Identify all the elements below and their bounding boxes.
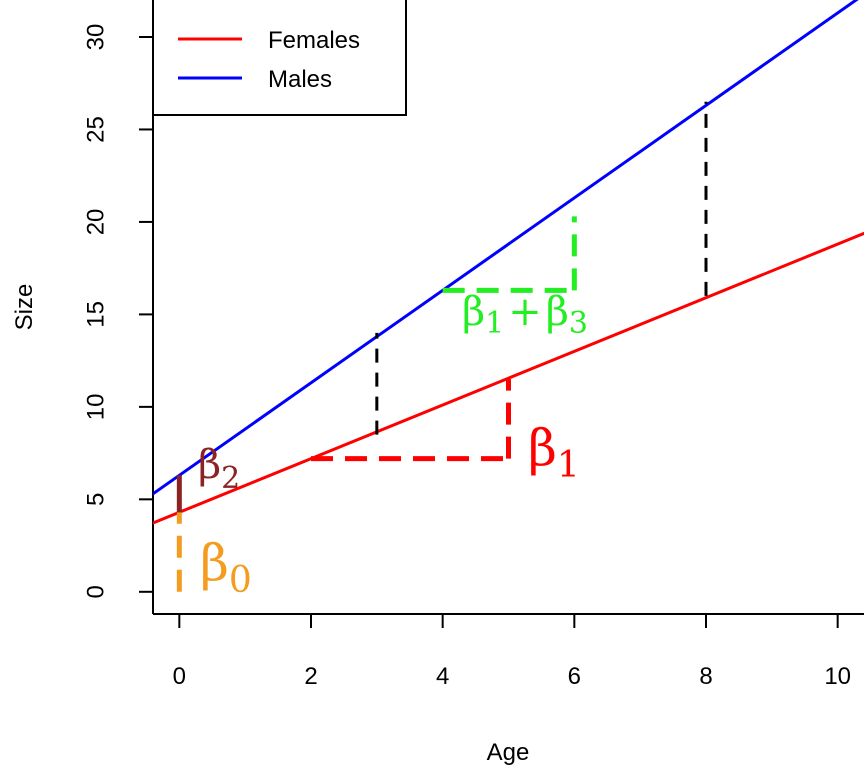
legend-label-males: Males (268, 66, 332, 93)
x-tick-label-8: 8 (699, 663, 712, 690)
y-tick-label-10: 10 (83, 394, 110, 421)
beta1-label: β1 (528, 419, 580, 486)
beta13-label: β1 + β3 (462, 289, 588, 341)
beta1-sub: 1 (557, 445, 580, 486)
x-axis: 0 2 4 6 8 10 (173, 614, 851, 690)
beta0-label: β0 (200, 534, 252, 601)
annotation-lines (176, 101, 708, 592)
beta13-base2: β (546, 289, 569, 335)
beta13-plus: + (508, 289, 542, 335)
beta13-sub1: 1 (485, 306, 504, 341)
beta0-base: β (200, 534, 229, 592)
y-tick-label-5: 5 (83, 493, 110, 506)
y-axis: 0 5 10 15 20 25 30 (83, 24, 153, 598)
x-tick-label-6: 6 (568, 663, 581, 690)
legend-label-females: Females (268, 27, 360, 54)
series-lines (153, 0, 864, 525)
x-tick-label-0: 0 (173, 663, 186, 690)
beta2-label: β2 (198, 442, 240, 496)
beta2-sub: 2 (221, 461, 240, 496)
series-line-females (153, 231, 864, 525)
x-tick-label-4: 4 (436, 663, 449, 690)
y-tick-label-0: 0 (83, 585, 110, 598)
y-tick-label-30: 30 (83, 24, 110, 51)
beta1-base: β (528, 419, 557, 477)
y-tick-label-25: 25 (83, 116, 110, 143)
beta2-base: β (198, 442, 221, 488)
y-tick-label-15: 15 (83, 301, 110, 328)
x-tick-label-10: 10 (824, 663, 851, 690)
beta0-sub: 0 (229, 560, 252, 601)
legend: Females Males (152, 0, 407, 116)
x-axis-title: Age (487, 739, 530, 766)
legend-box (152, 0, 407, 116)
beta13-base1: β (462, 289, 485, 335)
beta13-sub2: 3 (569, 306, 588, 341)
y-axis-title: Size (11, 284, 38, 331)
x-tick-label-2: 2 (304, 663, 317, 690)
series-line-males (153, 0, 859, 496)
y-tick-label-20: 20 (83, 209, 110, 236)
